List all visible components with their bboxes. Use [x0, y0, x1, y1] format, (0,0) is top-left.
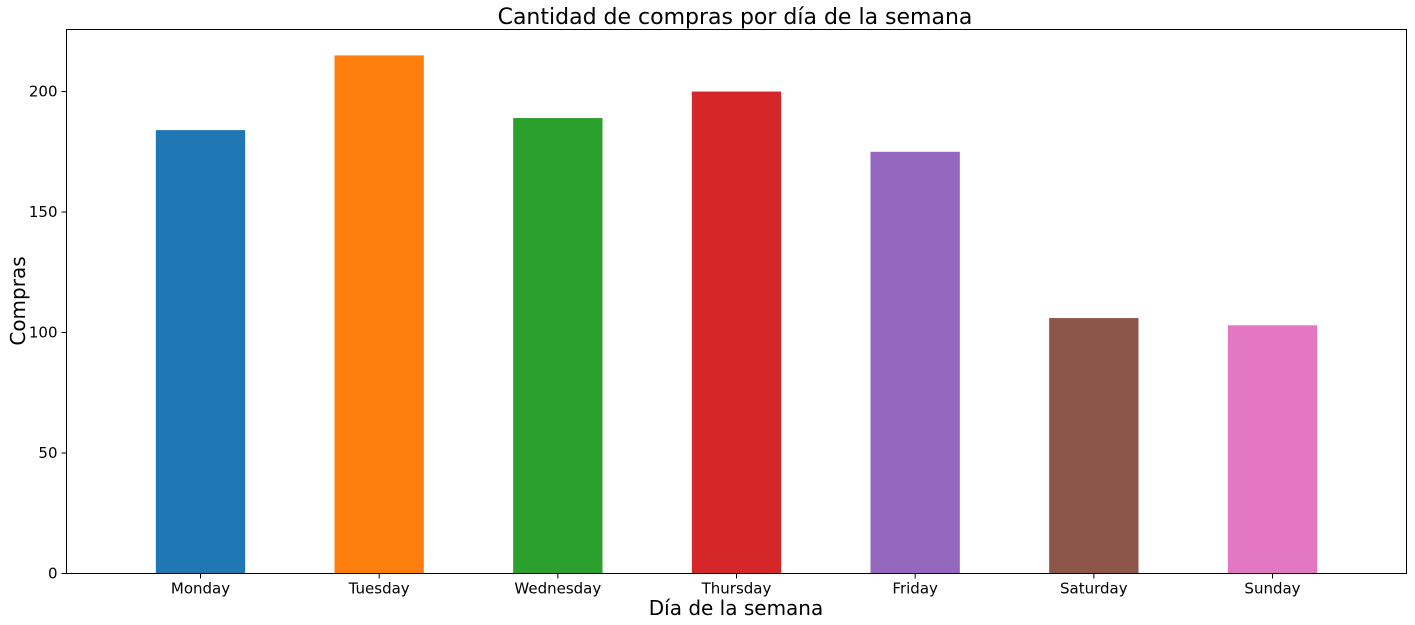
- x-tick-label-monday: Monday: [171, 580, 230, 598]
- bar-sunday: [1227, 325, 1318, 574]
- x-axis-label: Día de la semana: [649, 596, 824, 620]
- plot-frame: [66, 29, 1407, 574]
- y-tick-label: 50: [38, 444, 57, 462]
- x-axis: Monday Tuesday Wednesday Thursday Friday Satu…: [171, 573, 1301, 598]
- y-axis: 0 50 100 150 200: [29, 83, 67, 583]
- chart-title: Cantidad de compras por día de la semana: [498, 5, 973, 30]
- x-tick-label-wednesday: Wednesday: [514, 580, 601, 598]
- x-tick-label-tuesday: Tuesday: [348, 580, 410, 598]
- bar-wednesday: [513, 118, 603, 574]
- bar-saturday: [1049, 318, 1139, 574]
- x-tick-label-friday: Friday: [892, 580, 938, 598]
- x-tick-label-sunday: Sunday: [1244, 580, 1300, 598]
- y-tick-label: 0: [48, 565, 58, 583]
- bar-tuesday: [334, 55, 424, 574]
- bars-group: [155, 55, 1318, 574]
- y-tick-label: 200: [29, 83, 58, 101]
- x-tick-label-thursday: Thursday: [701, 580, 772, 598]
- y-tick-label: 100: [29, 324, 58, 342]
- x-tick-label-saturday: Saturday: [1060, 580, 1128, 598]
- bar-monday: [155, 130, 246, 574]
- bar-friday: [870, 151, 960, 574]
- y-tick-label: 150: [29, 203, 58, 221]
- bar-thursday: [691, 91, 782, 574]
- y-axis-label: Compras: [6, 256, 30, 345]
